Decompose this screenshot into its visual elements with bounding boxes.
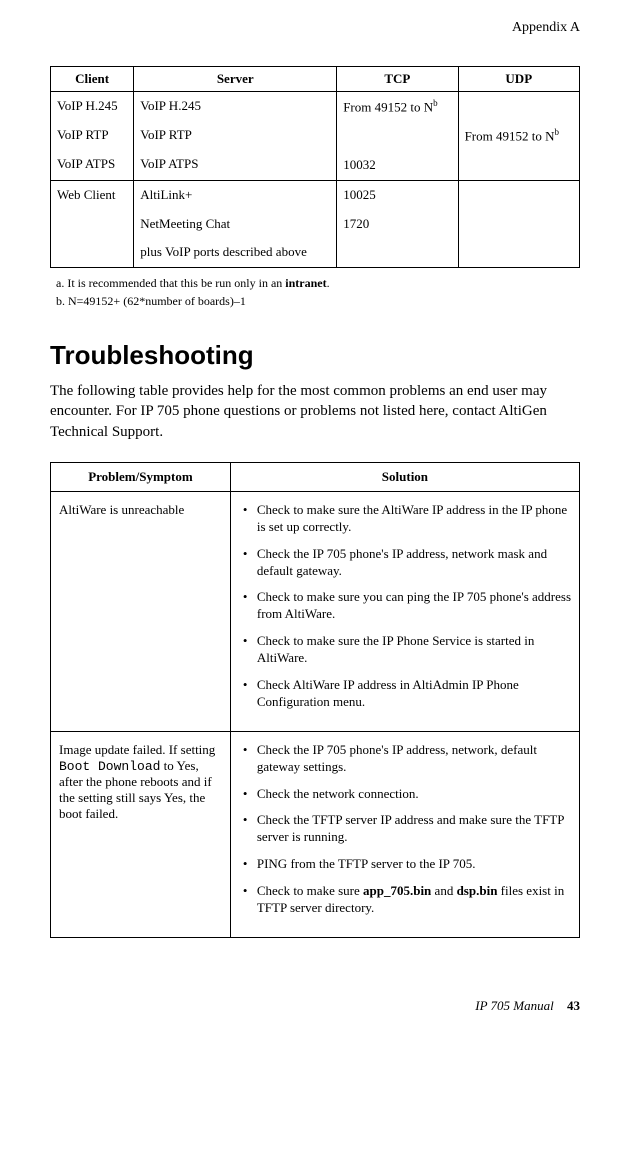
cell-problem: AltiWare is unreachable: [51, 491, 231, 731]
footer-manual-title: IP 705 Manual: [475, 998, 553, 1013]
cell-line: VoIP RTP: [51, 121, 133, 150]
page-footer: IP 705 Manual 43: [50, 998, 580, 1014]
cell-client: Web Client: [51, 180, 134, 267]
cell-line: 1720: [337, 210, 457, 239]
col-udp: UDP: [458, 67, 579, 92]
text: From 49152 to N: [343, 99, 433, 114]
cell-tcp: 10025 1720: [337, 180, 458, 267]
table-row: Web Client AltiLink+ NetMeeting Chat plu…: [51, 180, 580, 267]
text-bold: app_705.bin: [363, 883, 431, 898]
superscript: b: [555, 127, 560, 137]
list-item: Check to make sure the IP Phone Service …: [239, 633, 571, 667]
list-item: Check the IP 705 phone's IP address, net…: [239, 546, 571, 580]
cell-solution: Check to make sure the AltiWare IP addre…: [230, 491, 579, 731]
table-header-row: Client Server TCP UDP: [51, 67, 580, 92]
document-page: Appendix A Client Server TCP UDP VoIP H.…: [0, 0, 620, 1044]
solution-list: Check to make sure the AltiWare IP addre…: [239, 502, 571, 711]
col-problem: Problem/Symptom: [51, 462, 231, 491]
text: Image update failed. If setting: [59, 742, 215, 757]
footnote-b: b. N=49152+ (62*number of boards)–1: [56, 292, 580, 310]
list-item: Check the IP 705 phone's IP address, net…: [239, 742, 571, 776]
cell-line: plus VoIP ports described above: [134, 238, 336, 267]
table-row: Image update failed. If setting Boot Dow…: [51, 731, 580, 937]
footer-page-number: 43: [567, 998, 580, 1013]
cell-line: 10032: [337, 151, 457, 180]
text-bold: dsp.bin: [457, 883, 498, 898]
cell-line: From 49152 to Nb: [459, 121, 579, 151]
cell-problem: Image update failed. If setting Boot Dow…: [51, 731, 231, 937]
cell-line: [337, 122, 457, 151]
cell-udp: [458, 180, 579, 267]
list-item: PING from the TFTP server to the IP 705.: [239, 856, 571, 873]
list-item: Check AltiWare IP address in AltiAdmin I…: [239, 677, 571, 711]
col-solution: Solution: [230, 462, 579, 491]
troubleshooting-table: Problem/Symptom Solution AltiWare is unr…: [50, 462, 580, 938]
text: Check to make sure: [257, 883, 363, 898]
text: a. It is recommended that this be run on…: [56, 276, 285, 290]
cell-line: Web Client: [51, 181, 133, 210]
cell-line: [459, 151, 579, 180]
section-heading: Troubleshooting: [50, 340, 580, 371]
cell-udp: From 49152 to Nb: [458, 92, 579, 181]
solution-list: Check the IP 705 phone's IP address, net…: [239, 742, 571, 917]
cell-server: AltiLink+ NetMeeting Chat plus VoIP port…: [134, 180, 337, 267]
table-header-row: Problem/Symptom Solution: [51, 462, 580, 491]
page-header-appendix: Appendix A: [50, 20, 580, 36]
cell-line: AltiLink+: [134, 181, 336, 210]
col-client: Client: [51, 67, 134, 92]
cell-client: VoIP H.245 VoIP RTP VoIP ATPS: [51, 92, 134, 181]
cell-line: VoIP ATPS: [51, 150, 133, 179]
list-item: Check to make sure app_705.bin and dsp.b…: [239, 883, 571, 917]
list-item: Check to make sure you can ping the IP 7…: [239, 589, 571, 623]
footnote-a: a. It is recommended that this be run on…: [56, 274, 580, 292]
text-mono: Boot Download: [59, 759, 160, 774]
cell-line: 10025: [337, 181, 457, 210]
superscript: b: [433, 98, 438, 108]
text: .: [327, 276, 330, 290]
cell-solution: Check the IP 705 phone's IP address, net…: [230, 731, 579, 937]
cell-line: From 49152 to Nb: [337, 92, 457, 122]
cell-line: [459, 92, 579, 121]
col-server: Server: [134, 67, 337, 92]
table-row: VoIP H.245 VoIP RTP VoIP ATPS VoIP H.245…: [51, 92, 580, 181]
cell-server: VoIP H.245 VoIP RTP VoIP ATPS: [134, 92, 337, 181]
list-item: Check the TFTP server IP address and mak…: [239, 812, 571, 846]
text: From 49152 to N: [465, 128, 555, 143]
cell-tcp: From 49152 to Nb 10032: [337, 92, 458, 181]
list-item: Check the network connection.: [239, 786, 571, 803]
cell-line: NetMeeting Chat: [134, 210, 336, 239]
cell-line: VoIP H.245: [134, 92, 336, 121]
cell-line: VoIP H.245: [51, 92, 133, 121]
ports-table: Client Server TCP UDP VoIP H.245 VoIP RT…: [50, 66, 580, 268]
text: and: [431, 883, 456, 898]
text-bold: intranet: [285, 276, 326, 290]
cell-line: VoIP ATPS: [134, 150, 336, 179]
problem-text: AltiWare is unreachable: [59, 502, 184, 517]
list-item: Check to make sure the AltiWare IP addre…: [239, 502, 571, 536]
footnotes: a. It is recommended that this be run on…: [56, 274, 580, 310]
section-intro: The following table provides help for th…: [50, 381, 580, 442]
cell-line: VoIP RTP: [134, 121, 336, 150]
table-row: AltiWare is unreachable Check to make su…: [51, 491, 580, 731]
col-tcp: TCP: [337, 67, 458, 92]
